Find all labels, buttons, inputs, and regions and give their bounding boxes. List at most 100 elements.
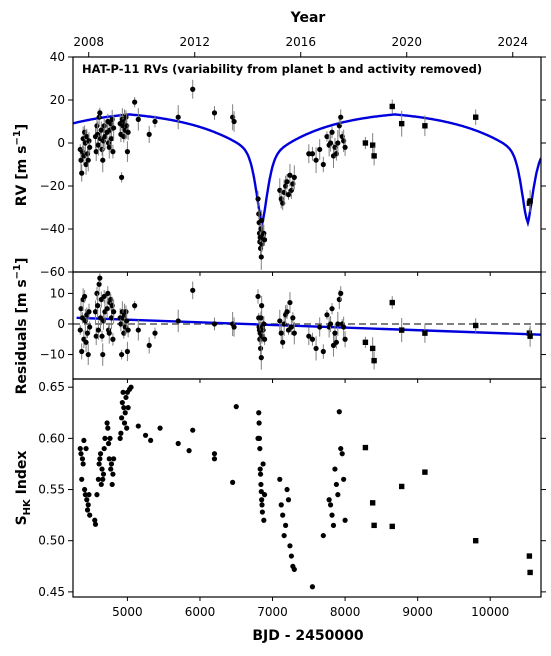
shk-data-point bbox=[108, 466, 114, 472]
rv-data-point bbox=[84, 133, 90, 140]
rv-data-point bbox=[119, 174, 125, 180]
shk-data-point bbox=[121, 420, 128, 426]
residuals-data-point bbox=[78, 306, 84, 312]
residuals-square-point bbox=[527, 333, 533, 339]
residuals-data-point bbox=[87, 324, 93, 330]
residuals-ylabel: Residuals [m s−1] bbox=[12, 258, 30, 395]
bottom-xtick-label: 6000 bbox=[185, 605, 216, 619]
shk-square-point bbox=[398, 483, 405, 490]
residuals-data-point bbox=[119, 351, 125, 358]
shk-data-point bbox=[342, 517, 348, 523]
shk-square-point bbox=[526, 553, 533, 559]
shk-data-point bbox=[80, 461, 86, 467]
rv-data-point bbox=[287, 172, 293, 178]
shk-square-point bbox=[369, 500, 376, 506]
rv-data-point bbox=[111, 125, 117, 131]
residuals-panel: 10 0 −10 bbox=[40, 273, 546, 383]
rv-data-point bbox=[78, 157, 84, 163]
residuals-data-point bbox=[261, 321, 267, 327]
shk-data-point bbox=[78, 451, 84, 457]
residuals-data-point bbox=[291, 330, 297, 336]
rv-data-point bbox=[108, 136, 115, 142]
residuals-square-point bbox=[472, 322, 479, 329]
shk-data-point bbox=[84, 497, 90, 503]
shk-data-point bbox=[100, 471, 107, 477]
rv-data-point bbox=[335, 140, 341, 146]
rv-square-point bbox=[369, 142, 376, 148]
shk-square-point bbox=[362, 444, 369, 451]
top-axis-label: Year bbox=[290, 10, 326, 26]
top-axis-ticks: 2008 2012 2016 2020 2024 bbox=[73, 35, 528, 57]
shk-square-point bbox=[371, 522, 377, 529]
rv-data-point bbox=[291, 174, 297, 180]
bottom-xtick-label: 7000 bbox=[257, 605, 288, 619]
shk-data-point bbox=[335, 492, 341, 498]
residuals-data-point bbox=[342, 336, 348, 342]
rv-square-point bbox=[422, 123, 428, 129]
shk-data-point bbox=[108, 461, 115, 467]
rv-data-point bbox=[98, 127, 104, 133]
shk-data-point bbox=[326, 497, 332, 503]
shk-data-point bbox=[259, 502, 265, 508]
rv-ytick-label: −20 bbox=[40, 179, 65, 193]
rv-data-point bbox=[211, 110, 218, 116]
residuals-data-point bbox=[175, 318, 181, 324]
rv-data-point bbox=[324, 133, 330, 140]
residuals-data-point bbox=[190, 287, 196, 293]
rv-ytick-label: 20 bbox=[50, 93, 65, 107]
rv-panel-frame bbox=[72, 56, 542, 273]
residuals-data-point bbox=[85, 351, 91, 358]
residuals-square-point bbox=[526, 330, 533, 336]
residuals-data-point bbox=[100, 351, 106, 358]
rv-data-point bbox=[85, 157, 91, 163]
rv-data-point bbox=[97, 110, 103, 116]
shk-data-point bbox=[282, 522, 289, 528]
rv-data-point bbox=[152, 118, 158, 125]
residuals-data-point bbox=[280, 339, 286, 345]
rv-data-point bbox=[105, 140, 112, 146]
shk-data-point bbox=[120, 389, 126, 395]
shk-data-point bbox=[320, 532, 326, 539]
shk-data-point bbox=[117, 435, 123, 441]
residuals-data-point bbox=[152, 330, 158, 336]
residuals-data-point bbox=[211, 321, 218, 327]
shk-data-point bbox=[96, 461, 102, 467]
rv-ytick-label: −40 bbox=[40, 222, 65, 236]
residuals-data-point bbox=[106, 330, 112, 336]
top-xtick-label: 2012 bbox=[179, 35, 210, 49]
rv-data-point bbox=[313, 157, 319, 163]
residuals-data-point bbox=[258, 355, 264, 361]
rv-data-point bbox=[135, 116, 141, 122]
rv-data-point bbox=[94, 123, 100, 129]
residuals-data-point bbox=[306, 333, 312, 339]
residuals-data-point bbox=[261, 336, 268, 342]
shk-data-point bbox=[339, 451, 345, 457]
shk-data-point bbox=[92, 517, 98, 523]
shk-data-point bbox=[281, 532, 287, 539]
rv-model-curve bbox=[73, 113, 541, 228]
shk-square-point bbox=[472, 538, 479, 544]
residuals-data-point bbox=[123, 309, 129, 315]
rv-data-point bbox=[329, 129, 335, 135]
shk-data-point bbox=[233, 404, 239, 410]
shk-data-point bbox=[280, 512, 286, 518]
residuals-data-point bbox=[86, 309, 92, 315]
shk-data-point bbox=[186, 448, 192, 454]
residuals-data-point bbox=[104, 306, 110, 312]
shk-data-point bbox=[95, 476, 101, 482]
residuals-trend-line bbox=[76, 316, 541, 336]
bottom-xtick-label: 10000 bbox=[471, 605, 509, 619]
residuals-data-point bbox=[108, 315, 115, 321]
shk-square-point bbox=[527, 569, 533, 576]
residuals-square-point bbox=[371, 357, 377, 364]
shk-data-point bbox=[261, 492, 268, 498]
shk-data-point bbox=[278, 502, 284, 508]
residuals-data-point bbox=[124, 318, 130, 324]
rv-data-point bbox=[175, 114, 181, 120]
shk-data-point bbox=[125, 405, 131, 411]
residuals-data-point bbox=[332, 330, 338, 336]
residuals-data-point bbox=[124, 348, 131, 355]
rv-data-point bbox=[102, 133, 108, 140]
shk-data-point bbox=[230, 479, 236, 485]
